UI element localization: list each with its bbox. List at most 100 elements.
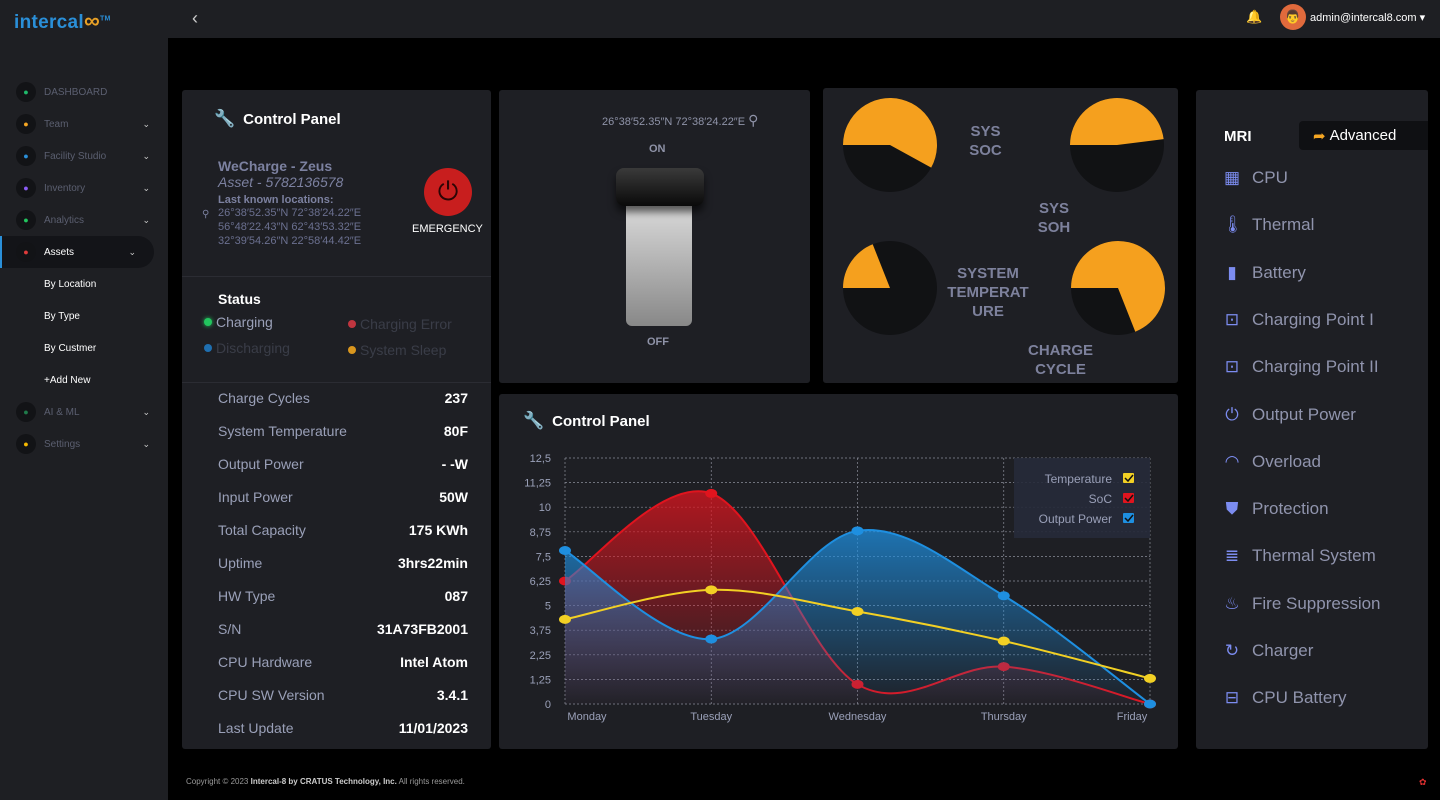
advanced-button[interactable]: ➦ Advanced — [1299, 121, 1428, 150]
data-point[interactable] — [559, 545, 571, 555]
sidebar-item-settings[interactable]: ● Settings ⌄ — [0, 428, 168, 460]
status-dot — [348, 346, 356, 354]
sidebar-item-facility-studio[interactable]: ● Facility Studio ⌄ — [0, 140, 168, 172]
mri-item-cpu-battery[interactable]: ⊟ CPU Battery — [1222, 688, 1347, 708]
chevron-down-icon[interactable]: ⌄ — [142, 150, 150, 161]
spec-row: Total Capacity 175 KWh — [218, 522, 468, 538]
data-point[interactable] — [851, 526, 864, 536]
spec-value: 175 KWh — [408, 522, 468, 538]
data-point[interactable] — [997, 591, 1010, 601]
mri-item-fire-suppression[interactable]: ♨ Fire Suppression — [1222, 594, 1380, 614]
chevron-down-icon[interactable]: ⌄ — [142, 406, 150, 417]
sidebar-item-assets[interactable]: ● Assets ⌄ — [0, 236, 154, 268]
sidebar-item-label: Facility Studio — [44, 150, 107, 162]
x-tick-label: Thursday — [981, 711, 1027, 723]
check-icon — [1124, 474, 1134, 483]
sidebar-item-label: Assets — [44, 246, 75, 258]
bank-icon: ● — [16, 242, 36, 262]
sidebar-subitem[interactable]: By Type — [44, 310, 80, 322]
spec-value: 3.4.1 — [436, 687, 468, 703]
spec-row: System Temperature 80F — [218, 423, 468, 439]
sidebar-subitem[interactable]: By Location — [44, 278, 97, 290]
chevron-down-icon[interactable]: ⌄ — [128, 246, 136, 257]
chevron-down-icon[interactable]: ⌄ — [142, 438, 150, 449]
bell-icon[interactable]: 🔔 — [1246, 9, 1263, 24]
power-icon: ⏻ — [437, 176, 459, 206]
x-tick-label: Monday — [567, 711, 607, 723]
data-point[interactable] — [705, 634, 718, 644]
asset-info: WeCharge - Zeus Asset - 5782136578 Last … — [218, 158, 361, 248]
legend-checkbox[interactable] — [1123, 473, 1134, 483]
car-battery-icon: ⊟ — [1224, 688, 1240, 708]
chevron-down-icon[interactable]: ⌄ — [142, 182, 150, 193]
data-point[interactable] — [705, 488, 718, 498]
sidebar-item-inventory[interactable]: ● Inventory ⌄ — [0, 172, 168, 204]
sidebar-item-ai-ml[interactable]: ● AI & ML ⌄ — [0, 396, 168, 428]
emergency-button[interactable]: ⏻ — [424, 168, 472, 216]
title-text: Control Panel — [243, 110, 341, 128]
x-tick-label: Wednesday — [829, 711, 887, 723]
mri-item-thermal-system[interactable]: ≣ Thermal System — [1222, 546, 1376, 566]
toggle-handle[interactable] — [616, 168, 704, 206]
mri-item-charging-point-ii[interactable]: ⊡ Charging Point II — [1222, 357, 1379, 377]
mri-item-label: Thermal System — [1252, 546, 1376, 566]
mri-item-cpu[interactable]: ▦ CPU — [1222, 168, 1288, 188]
spec-value: 237 — [444, 390, 468, 406]
chevron-down-icon[interactable]: ⌄ — [142, 214, 150, 225]
mri-item-charging-point-i[interactable]: ⊡ Charging Point I — [1222, 310, 1374, 330]
clipboard-icon: ● — [16, 210, 36, 230]
status-title: Status — [218, 291, 261, 307]
spec-value: 31A73FB2001 — [376, 621, 468, 637]
y-tick-label: 11,25 — [524, 478, 551, 490]
chevron-down-icon[interactable]: ⌄ — [142, 118, 150, 129]
data-point[interactable] — [997, 636, 1010, 646]
legend-checkbox[interactable] — [1123, 493, 1134, 503]
sidebar-subitem[interactable]: By Custmer — [44, 342, 97, 354]
data-point[interactable] — [1144, 699, 1156, 709]
user-menu[interactable]: admin@intercal8.com ▾ — [1310, 12, 1426, 24]
spec-row: Input Power 50W — [218, 489, 468, 505]
sidebar-item-analytics[interactable]: ● Analytics ⌄ — [0, 204, 168, 236]
logo[interactable]: intercal∞TM — [14, 8, 111, 34]
mri-item-battery[interactable]: ▮ Battery — [1222, 263, 1306, 283]
logo-tm: TM — [99, 15, 111, 23]
sidebar-item-team[interactable]: ● Team ⌄ — [0, 108, 168, 140]
status-label: System Sleep — [360, 342, 447, 358]
spec-label: Last Update — [218, 720, 294, 736]
location: 32°39′54.26″N 22°58′44.42″E — [218, 235, 362, 247]
data-point[interactable] — [851, 607, 864, 617]
mri-item-charger[interactable]: ↻ Charger — [1222, 641, 1314, 661]
cpu-icon: ▦ — [1223, 168, 1241, 187]
thermal-system-icon: ≣ — [1224, 546, 1240, 566]
mri-item-output-power[interactable]: ⏻ Output Power — [1222, 405, 1356, 425]
avatar[interactable]: 👨 — [1280, 4, 1306, 30]
data-point[interactable] — [705, 585, 718, 595]
data-point[interactable] — [559, 614, 571, 624]
legend-checkbox[interactable] — [1123, 513, 1134, 523]
mri-item-label: Overload — [1252, 451, 1321, 471]
mri-item-protection[interactable]: ⛊ Protection — [1222, 499, 1329, 519]
back-chevron-icon[interactable]: ‹ — [192, 8, 198, 28]
gauges-svg — [843, 98, 1165, 335]
legend-label: Output Power — [1039, 512, 1112, 526]
location-pin-icon: ⚲ — [202, 209, 210, 220]
location: 26°38′52.35″N 72°38′24.22″E — [218, 207, 362, 219]
gauge-slice — [1071, 240, 1165, 332]
mri-item-label: CPU Battery — [1252, 688, 1347, 708]
switch-location: 26°38′52.35″N 72°38′24.22″E ⚲ — [602, 112, 758, 129]
data-point[interactable] — [1144, 673, 1156, 683]
spec-label: System Temperature — [218, 423, 347, 439]
settings-gear-icon[interactable]: ✿ — [1419, 777, 1427, 787]
logo-text: intercal — [14, 12, 84, 33]
location: 56°48′22.43″N 62°43′53.32″E — [218, 221, 362, 233]
sidebar-item-dashboard[interactable]: ● DASHBOARD — [0, 76, 168, 108]
gauge-label-temperature: SYSTEM TEMPERAT URE — [947, 265, 1029, 320]
mri-item-overload[interactable]: ◠ Overload — [1222, 452, 1321, 472]
status-label: Discharging — [216, 340, 290, 356]
spec-row: HW Type 087 — [218, 588, 468, 604]
mri-item-label: Charging Point I — [1252, 309, 1374, 329]
sidebar-subitem[interactable]: +Add New — [44, 374, 91, 386]
plug-icon: ⊡ — [1224, 309, 1240, 329]
mri-item-thermal[interactable]: 🌡 Thermal — [1222, 215, 1314, 235]
status-label: Charging — [216, 314, 273, 330]
